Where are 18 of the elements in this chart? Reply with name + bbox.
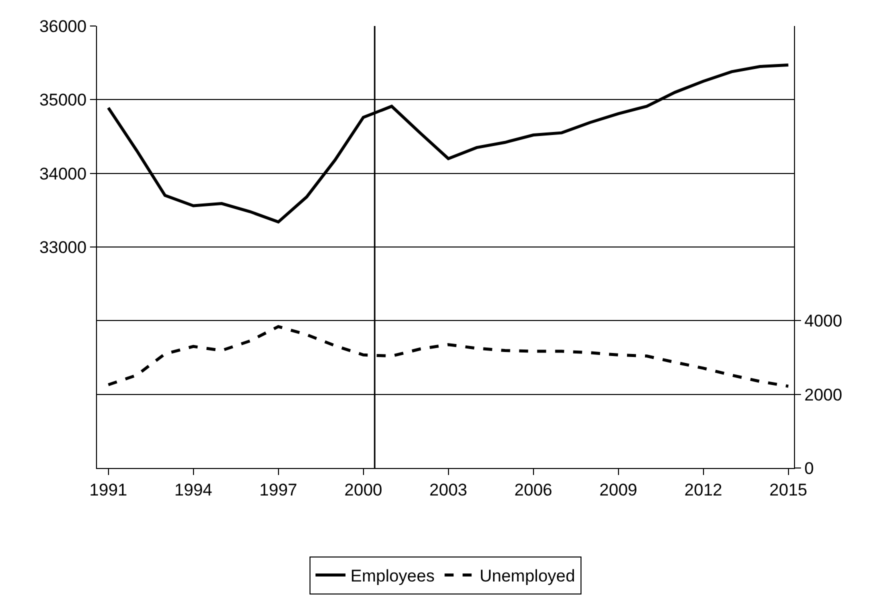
- y-tick-label: 34000: [39, 164, 87, 184]
- y-tick-label: 35000: [39, 90, 87, 110]
- legend-label: Unemployed: [480, 566, 576, 586]
- legend-label: Employees: [350, 566, 435, 586]
- y-tick-label: 33000: [39, 238, 87, 257]
- x-tick-label: 2003: [429, 480, 468, 500]
- x-tick-label: 1991: [89, 480, 128, 500]
- x-tick-label: 2006: [514, 480, 552, 500]
- x-tick-label: 1994: [174, 480, 212, 500]
- x-tick-label: 2009: [599, 480, 638, 500]
- x-tick-label: 2012: [684, 480, 722, 500]
- y2-tick-label: 0: [804, 458, 814, 478]
- x-tick-label: 2000: [344, 480, 382, 500]
- x-tick-label: 1997: [259, 480, 298, 500]
- x-tick-label: 2015: [769, 480, 808, 500]
- y-tick-label: 36000: [39, 16, 87, 36]
- y2-tick-label: 2000: [804, 385, 842, 404]
- y2-tick-label: 4000: [804, 312, 842, 331]
